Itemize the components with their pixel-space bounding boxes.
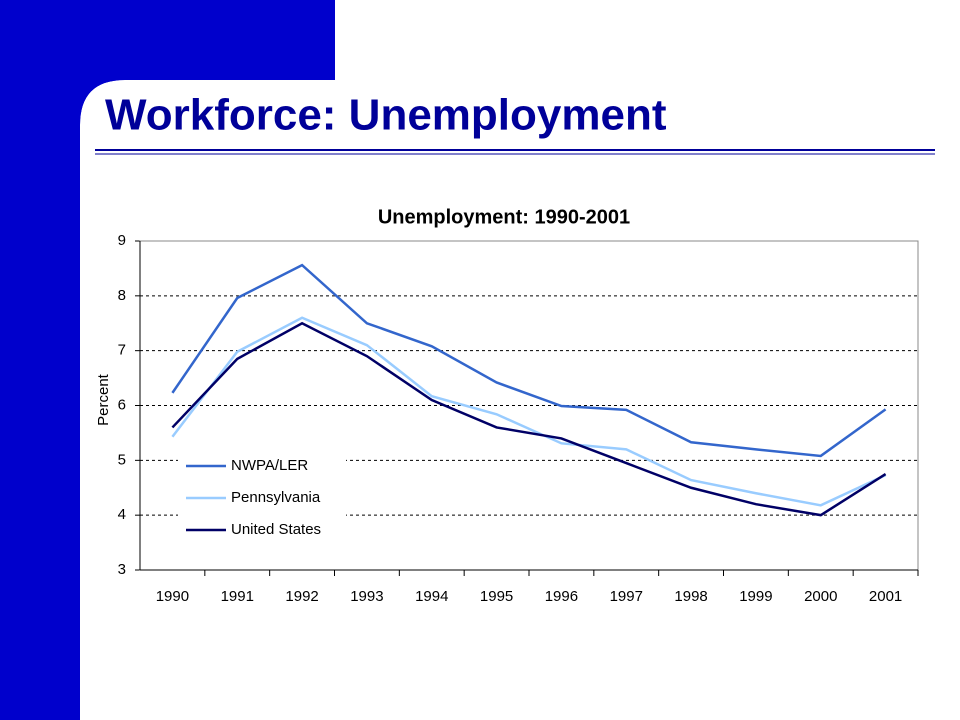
x-tick-label: 1990 xyxy=(156,588,189,605)
y-axis-label: Percent xyxy=(95,373,112,426)
series-line xyxy=(171,263,887,458)
x-tick-label: 2000 xyxy=(804,588,837,605)
y-tick-label: 8 xyxy=(118,287,126,304)
x-tick-label: 1998 xyxy=(674,588,707,605)
series-line xyxy=(171,321,887,517)
x-tick-label: 1999 xyxy=(739,588,772,605)
y-tick-label: 6 xyxy=(118,396,126,413)
y-tick-label: 9 xyxy=(118,232,126,249)
x-tick-label: 1996 xyxy=(545,588,578,605)
x-tick-label: 1994 xyxy=(415,588,448,605)
legend-label: Pennsylvania xyxy=(231,489,321,506)
legend-label: United States xyxy=(231,521,321,538)
slide-title: Workforce: Unemployment xyxy=(105,91,667,140)
y-tick-label: 4 xyxy=(118,506,126,523)
y-tick-label: 7 xyxy=(118,342,126,359)
chart-title: Unemployment: 1990-2001 xyxy=(378,206,630,228)
top-bar xyxy=(0,0,335,80)
x-tick-label: 1995 xyxy=(480,588,513,605)
x-tick-label: 1993 xyxy=(350,588,383,605)
x-tick-label: 1997 xyxy=(610,588,643,605)
side-bar xyxy=(0,0,80,720)
series-line xyxy=(171,316,887,507)
x-tick-label: 1991 xyxy=(221,588,254,605)
y-tick-label: 5 xyxy=(118,451,126,468)
x-tick-label: 1992 xyxy=(285,588,318,605)
y-tick-label: 3 xyxy=(118,561,126,578)
x-tick-label: 2001 xyxy=(869,588,902,605)
legend-label: NWPA/LER xyxy=(231,457,308,474)
corner-fill xyxy=(80,80,125,125)
